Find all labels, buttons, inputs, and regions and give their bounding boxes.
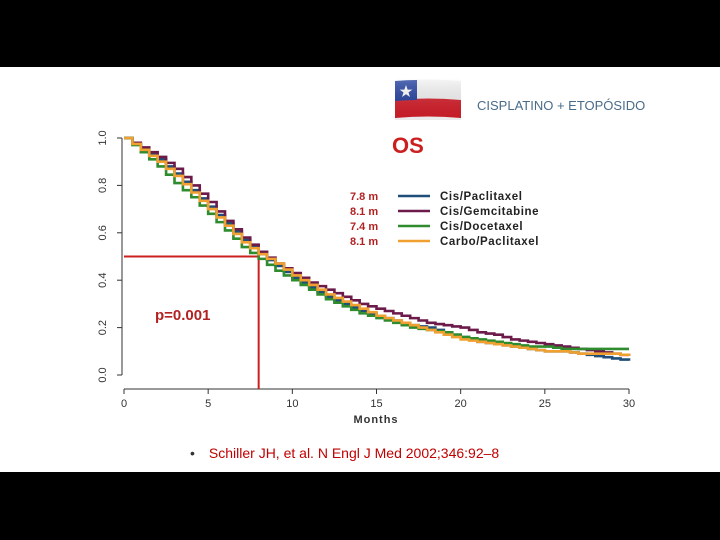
legend-median: 7.4 m — [350, 221, 378, 233]
legend-label: Carbo/Paclitaxel — [440, 236, 539, 248]
legend-label: Cis/Paclitaxel — [440, 191, 523, 203]
median-guides — [124, 255, 260, 389]
x-axis-label: Months — [353, 414, 398, 426]
chile-flag-icon — [395, 78, 461, 120]
x-tick-label: 25 — [539, 398, 551, 410]
chart-axes: 0 5 10 15 20 25 30 0.0 0.2 0.4 0.6 0.8 1.0 — [97, 130, 635, 410]
citation-text: Schiller JH, et al. N Engl J Med 2002;34… — [208, 445, 500, 461]
chart-series — [124, 136, 631, 361]
p-value-annotation: p=0.001 — [155, 307, 210, 324]
slide-content: CISPLATINO + ETOPÓSIDO 0 5 10 15 20 25 30 0.0 0.… — [0, 67, 720, 472]
legend-label: Cis/Docetaxel — [440, 221, 523, 233]
y-tick-label: 0.4 — [97, 273, 109, 288]
x-tick-label: 5 — [205, 398, 211, 410]
y-tick-label: 0.2 — [97, 320, 109, 335]
y-tick-label: 1.0 — [97, 130, 109, 145]
y-tick-label: 0.8 — [97, 178, 109, 193]
chart-title: OS — [392, 133, 424, 158]
x-tick-label: 15 — [370, 398, 382, 410]
x-tick-label: 10 — [286, 398, 298, 410]
legend-label: Cis/Gemcitabine — [440, 206, 539, 218]
x-tick-label: 20 — [455, 398, 467, 410]
survival-chart: 0 5 10 15 20 25 30 0.0 0.2 0.4 0.6 0.8 1.0 OS p=0.00… — [97, 130, 635, 426]
regimen-label: CISPLATINO + ETOPÓSIDO — [477, 98, 646, 113]
legend-median: 7.8 m — [350, 191, 378, 203]
legend-median: 8.1 m — [350, 206, 378, 218]
citation: • Schiller JH, et al. N Engl J Med 2002;3… — [190, 445, 499, 461]
x-tick-label: 30 — [623, 398, 635, 410]
y-tick-label: 0.0 — [97, 367, 109, 382]
legend-median: 8.1 m — [350, 236, 378, 248]
x-tick-label: 0 — [121, 398, 127, 410]
citation-bullet: • — [190, 445, 195, 461]
y-tick-label: 0.6 — [97, 225, 109, 240]
series-line-carbo-paclitaxel — [124, 136, 631, 357]
chart-legend: 7.8 m Cis/Paclitaxel 8.1 m Cis/Gemcitabine 7… — [350, 191, 539, 248]
series-line-cis-paclitaxel — [124, 136, 631, 361]
